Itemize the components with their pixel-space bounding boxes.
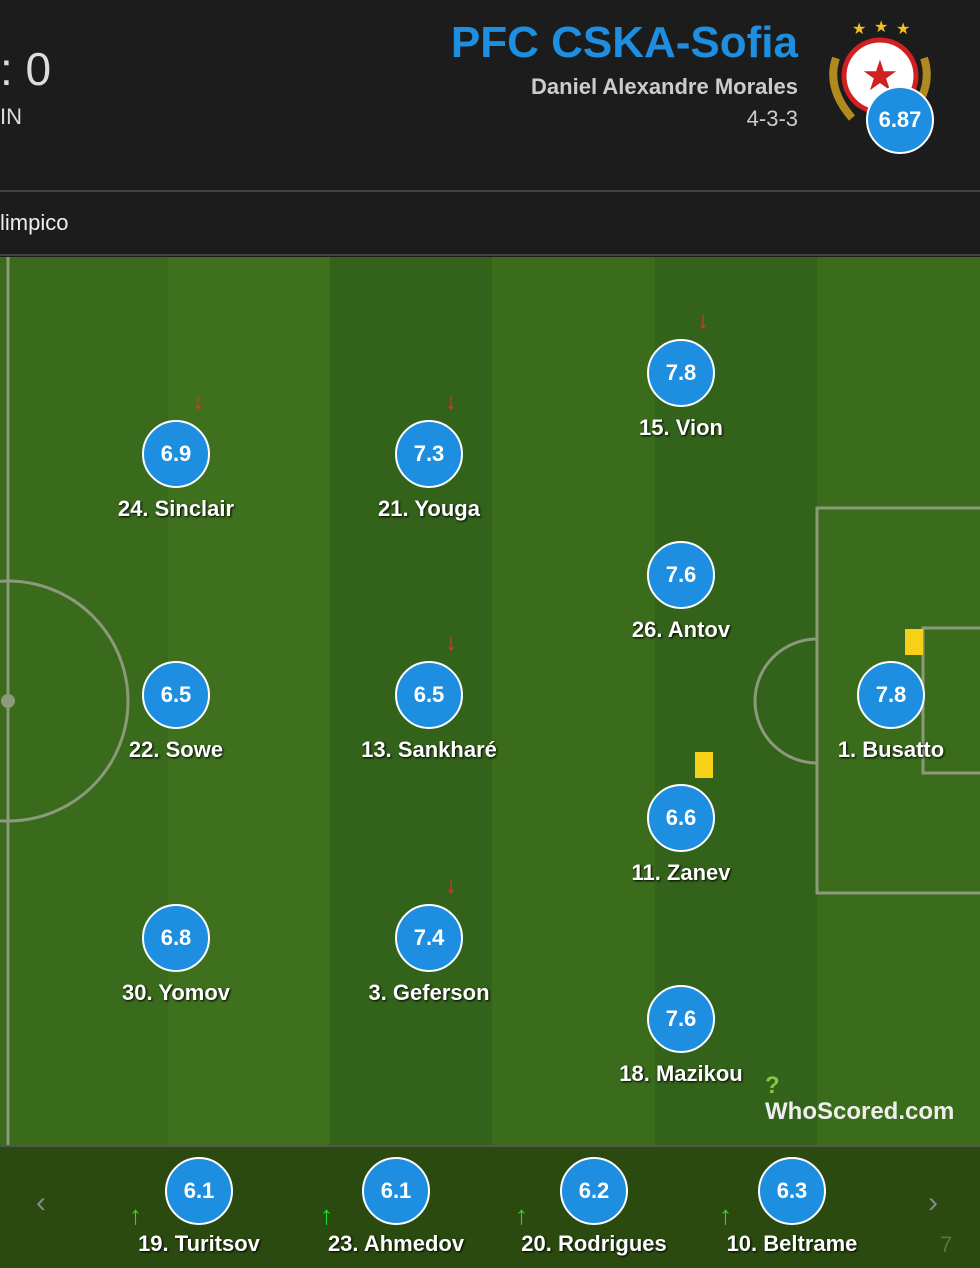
score: : 0 (0, 43, 52, 95)
arrow-down-icon: ↓ (192, 388, 204, 415)
player-name: 11. Zanev (631, 860, 731, 885)
player[interactable]: 6.6 11. Zanev (581, 784, 781, 886)
player-rating: 6.2 (560, 1157, 628, 1225)
substitute-player[interactable]: 6.1 19. Turitsov (99, 1157, 299, 1257)
substitute-player[interactable]: 6.2 20. Rodrigues (494, 1157, 694, 1257)
watermark: WhoScored.com (765, 1098, 955, 1125)
player-name: 30. Yomov (121, 980, 230, 1005)
player-rating: 7.8 (857, 661, 925, 729)
player-rating: 6.8 (142, 904, 210, 972)
arrow-down-icon: ↓ (697, 307, 709, 334)
manager-name: Daniel Alexandre Morales (531, 74, 798, 99)
player[interactable]: 7.4 3. Geferson (329, 904, 529, 1006)
whoscored-logo: ? (765, 1072, 780, 1099)
player[interactable]: 7.8 15. Vion (581, 339, 781, 441)
player[interactable]: 6.5 13. Sankharé (329, 661, 529, 763)
player-name: 20. Rodrigues (521, 1231, 667, 1256)
player[interactable]: 6.8 30. Yomov (76, 904, 276, 1006)
venue-name: limpico (0, 210, 69, 235)
player-rating: 6.5 (142, 661, 210, 729)
player-name: 1. Busatto (837, 737, 945, 762)
player-name: 19. Turitsov (138, 1231, 260, 1256)
player-rating: 7.3 (395, 420, 463, 488)
player-name: 13. Sankharé (361, 737, 497, 762)
arrow-down-icon: ↓ (445, 629, 457, 656)
player-rating: 6.9 (142, 420, 210, 488)
player-name: 26. Antov (631, 617, 731, 642)
arrow-up-icon: ↑ (320, 1200, 333, 1230)
player-name: 24. Sinclair (117, 496, 235, 521)
player[interactable]: 7.8 1. Busatto (791, 661, 980, 763)
yellow-card-icon (695, 752, 713, 778)
bench-partial-player: 7 (940, 1232, 953, 1257)
arrow-down-icon: ↓ (445, 388, 457, 415)
player[interactable]: 7.3 21. Youga (329, 420, 529, 522)
player-name: 18. Mazikou (619, 1061, 743, 1086)
team-rating: 6.87 (866, 86, 934, 154)
player-name: 15. Vion (639, 415, 723, 440)
player-rating: 6.5 (395, 661, 463, 729)
player-rating: 7.4 (395, 904, 463, 972)
player-rating: 6.6 (647, 784, 715, 852)
player-name: 3. Geferson (368, 980, 490, 1005)
player-name: 22. Sowe (128, 737, 224, 762)
player-rating: 6.3 (758, 1157, 826, 1225)
match-status: IN (0, 104, 22, 129)
chevron-left-icon[interactable]: ‹ (36, 1186, 46, 1219)
match-header (0, 0, 980, 190)
substitute-player[interactable]: 6.1 23. Ahmedov (296, 1157, 496, 1257)
arrow-down-icon: ↓ (445, 872, 457, 899)
player[interactable]: 6.9 24. Sinclair (76, 420, 276, 522)
player-rating: 6.1 (165, 1157, 233, 1225)
player-name: 21. Youga (378, 496, 480, 521)
formation: 4-3-3 (746, 106, 798, 131)
team-name[interactable]: PFC CSKA-Sofia (450, 18, 798, 67)
substitute-player[interactable]: 6.3 10. Beltrame (692, 1157, 892, 1257)
player[interactable]: 6.5 22. Sowe (76, 661, 276, 763)
svg-text:★: ★ (896, 21, 910, 38)
player-rating: 7.8 (647, 339, 715, 407)
chevron-right-icon[interactable]: › (928, 1186, 938, 1219)
venue-bar (0, 190, 980, 256)
yellow-card-icon (905, 629, 923, 655)
svg-text:★: ★ (852, 21, 866, 38)
player-rating: 6.1 (362, 1157, 430, 1225)
player[interactable]: 7.6 26. Antov (581, 541, 781, 643)
player-rating: 7.6 (647, 985, 715, 1053)
arrow-up-icon: ↑ (129, 1200, 142, 1230)
player[interactable]: 7.6 18. Mazikou (581, 985, 781, 1087)
svg-text:★: ★ (874, 19, 888, 36)
player-rating: 7.6 (647, 541, 715, 609)
arrow-up-icon: ↑ (515, 1200, 528, 1230)
player-name: 23. Ahmedov (327, 1231, 465, 1256)
arrow-up-icon: ↑ (719, 1200, 732, 1230)
player-name: 10. Beltrame (726, 1231, 858, 1256)
